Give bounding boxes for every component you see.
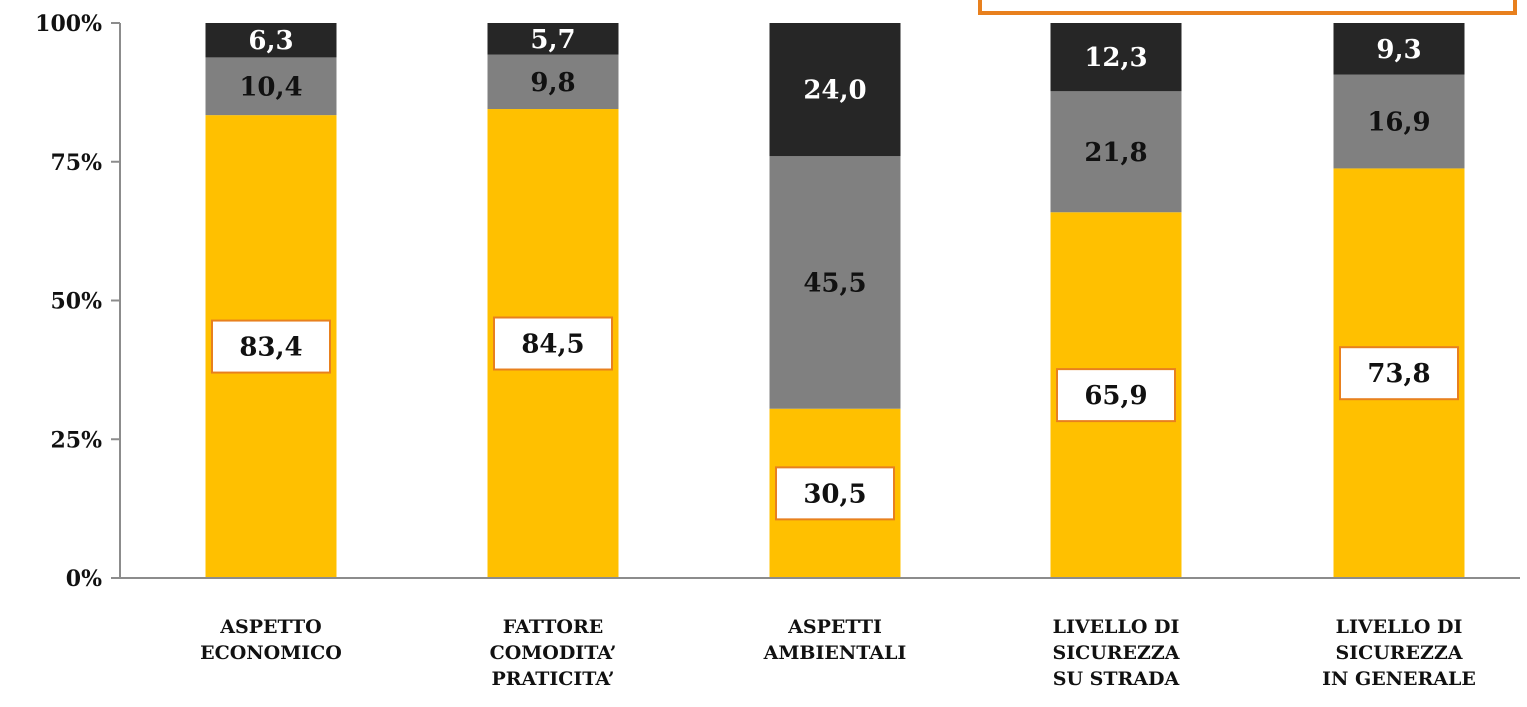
y-axis: 0% 25% 50% 75% 100% [35, 11, 121, 592]
x-category-label: ASPETTO ECONOMICO [200, 616, 342, 664]
x-category-label-line: SU STRADA [1053, 668, 1180, 690]
bar-segment [1333, 74, 1465, 169]
value-label: 73,8 [1367, 359, 1430, 389]
value-label: 5,7 [530, 25, 575, 55]
callout-box-frame [978, 0, 1517, 15]
x-category-label: ASPETTI AMBIENTALI [763, 616, 907, 664]
x-category-label: LIVELLO DI SICUREZZA SU STRADA [1052, 616, 1179, 690]
value-label: 30,5 [803, 479, 866, 509]
value-label-box [493, 316, 613, 371]
value-label: 9,8 [530, 68, 575, 98]
value-label: 16,9 [1367, 108, 1430, 138]
bar-segment [769, 23, 901, 157]
x-category-label-line: ASPETTI [787, 616, 882, 638]
x-category-label-line: COMODITA’ [490, 642, 617, 664]
x-category-label-line: ASPETTO [219, 616, 321, 638]
value-label: 10,4 [239, 72, 302, 102]
x-category-label-line: LIVELLO DI [1053, 616, 1180, 638]
bar-segment [487, 54, 619, 110]
bar-segment [205, 57, 337, 116]
x-category-label-line: PRATICITA’ [491, 668, 614, 690]
value-label: 21,8 [1084, 138, 1147, 168]
value-label-box [1056, 368, 1176, 423]
value-label: 24,0 [803, 76, 866, 106]
y-tick-label: 25% [50, 427, 102, 453]
x-category-label: FATTORE COMODITA’ PRATICITA’ [490, 616, 617, 690]
value-label: 45,5 [803, 268, 866, 298]
bar-segment [487, 23, 619, 55]
y-tick-label: 50% [50, 289, 102, 315]
y-tick-label: 100% [35, 11, 102, 37]
y-tick-label: 0% [66, 566, 102, 592]
bar-segment [1050, 91, 1182, 213]
bar-segment [1333, 23, 1465, 75]
x-category-label-line: AMBIENTALI [763, 642, 907, 664]
value-label: 65,9 [1084, 381, 1147, 411]
x-category-label-line: FATTORE [503, 616, 604, 638]
x-category-label-line: IN GENERALE [1322, 668, 1476, 690]
x-category-label-line: SICUREZZA [1052, 642, 1179, 664]
bar-segment [205, 23, 337, 58]
x-category-label-line: ECONOMICO [200, 642, 342, 664]
value-label-box [775, 466, 895, 521]
x-category-label: LIVELLO DI SICUREZZA IN GENERALE [1322, 616, 1476, 690]
value-label: 6,3 [248, 26, 293, 56]
value-label-box [211, 319, 331, 374]
bar-segment [1050, 23, 1182, 92]
x-category-label-line: LIVELLO DI [1336, 616, 1463, 638]
bar-segment [769, 156, 901, 409]
value-label: 12,3 [1084, 43, 1147, 73]
value-label: 83,4 [239, 333, 302, 363]
x-category-label-line: SICUREZZA [1335, 642, 1462, 664]
x-axis: ASPETTO ECONOMICO FATTORE COMODITA’ PRATICIT… [120, 577, 1520, 690]
bars-group: 83,4 10,4 6,3 84,5 9,8 5,7 30,5 45,5 24,0 65,9 21,… [205, 23, 1465, 579]
y-tick-label: 75% [50, 150, 102, 176]
value-label: 84,5 [521, 330, 584, 360]
value-label-box [1339, 346, 1459, 401]
value-label: 9,3 [1376, 35, 1421, 65]
